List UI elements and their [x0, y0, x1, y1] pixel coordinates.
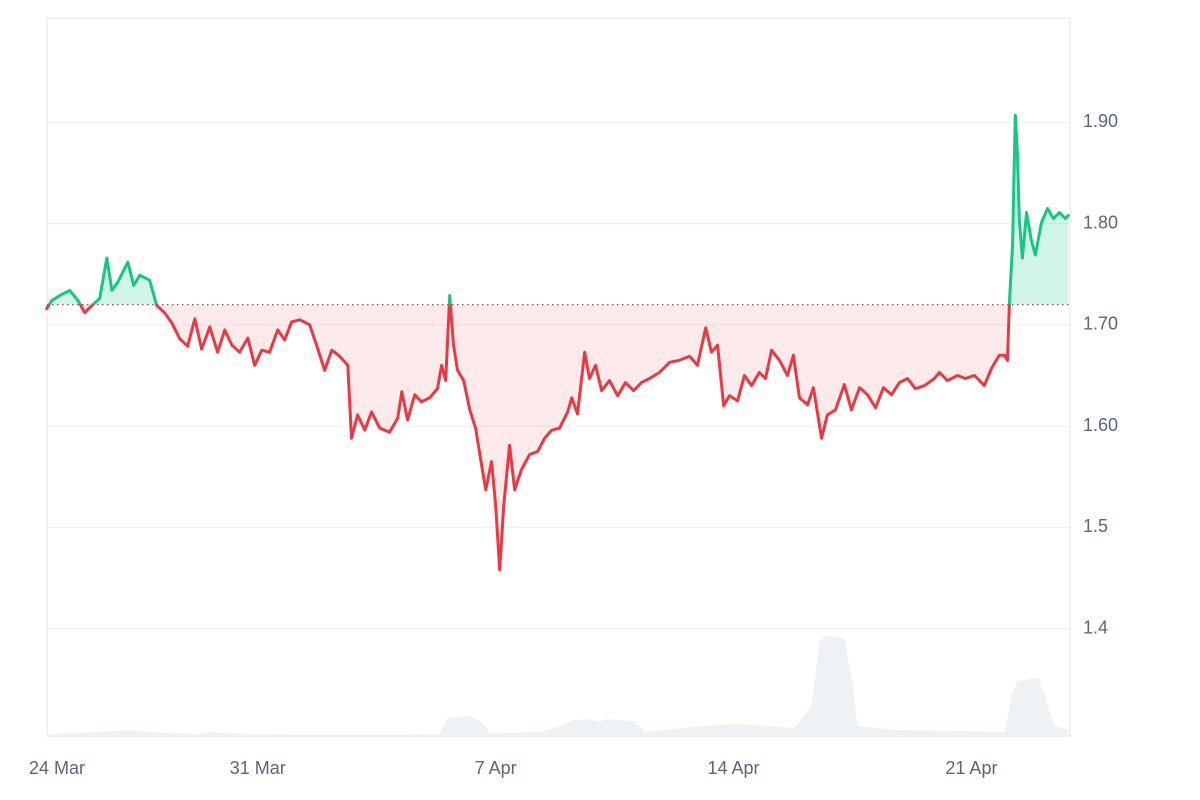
volume-area: [46, 636, 1069, 736]
x-tick-label: 7 Apr: [475, 758, 517, 778]
y-tick-label: 1.70: [1083, 314, 1118, 334]
price-line: [45, 113, 1070, 572]
x-tick-label: 14 Apr: [708, 758, 760, 778]
x-tick-label: 21 Apr: [945, 758, 997, 778]
y-tick-label: 1.4: [1083, 617, 1108, 637]
y-tick-label: 1.80: [1083, 212, 1118, 232]
x-tick-label: 24 Mar: [29, 758, 85, 778]
y-tick-label: 1.90: [1083, 111, 1118, 131]
y-tick-label: 1.5: [1083, 516, 1108, 536]
y-tick-label: 1.60: [1083, 415, 1118, 435]
price-area: [46, 115, 1069, 570]
x-tick-label: 31 Mar: [230, 758, 286, 778]
